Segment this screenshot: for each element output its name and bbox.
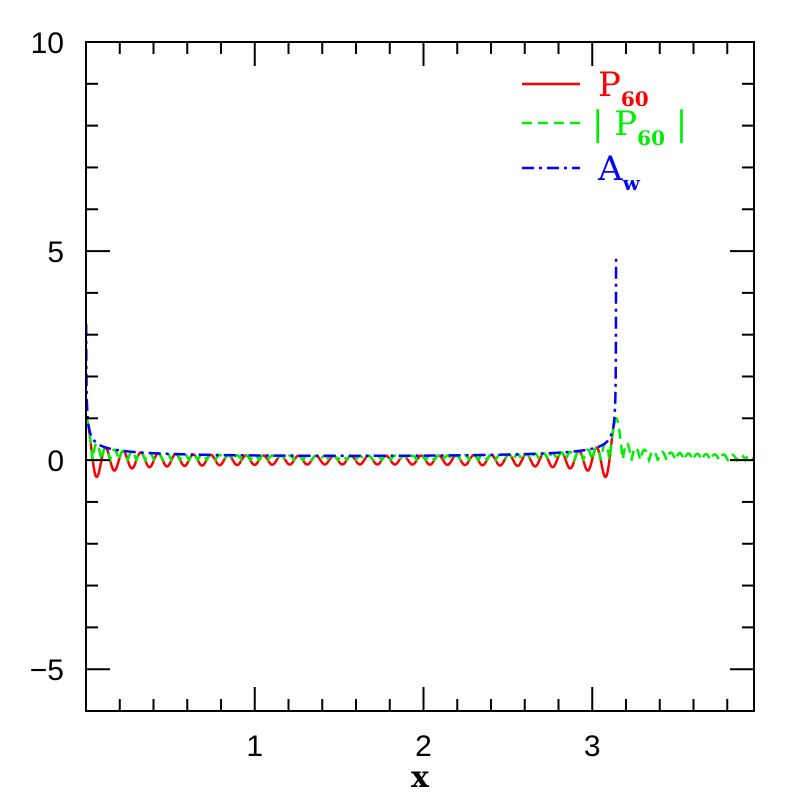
y-tick-label: 5 (47, 236, 64, 269)
series-p60-line (86, 417, 617, 479)
x-tick-label: 1 (246, 730, 263, 763)
series-abs-p60-line (86, 417, 754, 465)
legend-label-2: Aw (597, 149, 641, 195)
x-axis-title: x (411, 760, 430, 795)
label-layer: 1 2 3 −5 0 5 10 (30, 27, 601, 763)
legend-label-0: P60 (598, 65, 649, 111)
plot-frame (85, 41, 755, 712)
y-tick-label: 10 (31, 27, 64, 60)
legend-label-1: | P60 | (592, 104, 687, 150)
x-tick-label: 2 (415, 730, 432, 763)
legend: P60| P60 |Aw (522, 65, 687, 195)
y-tick-label: 0 (47, 445, 64, 478)
data-layer (86, 257, 754, 479)
y-tick-label: −5 (30, 654, 64, 687)
series-aw-line (86, 257, 618, 458)
x-tick-label: 3 (584, 730, 601, 763)
